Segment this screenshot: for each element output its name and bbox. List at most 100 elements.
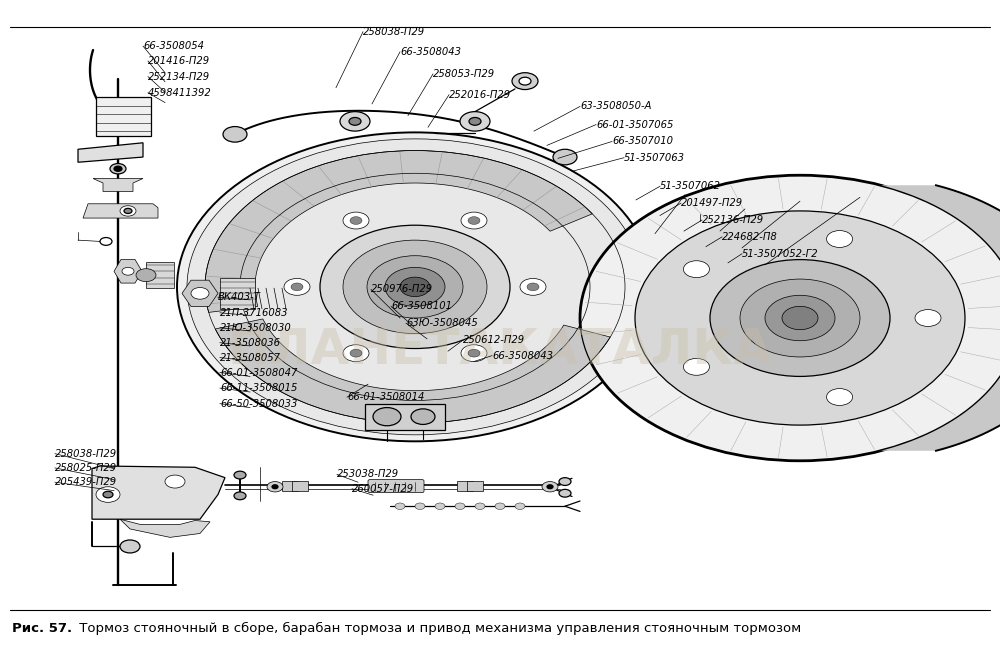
Circle shape [542, 482, 558, 492]
Circle shape [136, 269, 156, 282]
Text: 258038-П29: 258038-П29 [55, 448, 117, 459]
Circle shape [411, 409, 435, 424]
Circle shape [683, 358, 709, 375]
Circle shape [765, 295, 835, 341]
Circle shape [635, 211, 965, 425]
Circle shape [120, 206, 136, 216]
Circle shape [343, 345, 369, 361]
Circle shape [468, 349, 480, 357]
Polygon shape [83, 204, 158, 218]
Circle shape [223, 127, 247, 142]
Circle shape [350, 349, 362, 357]
Circle shape [520, 278, 546, 295]
Circle shape [827, 230, 853, 247]
Circle shape [385, 267, 445, 306]
Text: 66-01-3507065: 66-01-3507065 [596, 119, 673, 130]
Circle shape [461, 345, 487, 361]
Circle shape [435, 503, 445, 509]
Circle shape [267, 482, 283, 492]
Circle shape [165, 475, 185, 488]
FancyBboxPatch shape [96, 97, 151, 136]
Circle shape [110, 164, 126, 174]
Circle shape [740, 279, 860, 357]
Text: 253038-П29: 253038-П29 [337, 469, 399, 480]
Text: 250976-П29: 250976-П29 [371, 284, 433, 295]
Polygon shape [93, 178, 143, 191]
Circle shape [559, 489, 571, 497]
Circle shape [527, 283, 539, 291]
Circle shape [495, 503, 505, 509]
Circle shape [234, 492, 246, 500]
Text: 66-3507010: 66-3507010 [612, 136, 673, 147]
Circle shape [683, 261, 709, 278]
Circle shape [100, 238, 112, 245]
Text: 66-11-3508015: 66-11-3508015 [220, 383, 297, 393]
Text: 21П-3716083: 21П-3716083 [220, 308, 288, 318]
FancyBboxPatch shape [368, 480, 424, 493]
Circle shape [234, 471, 246, 479]
Text: 260057-П29: 260057-П29 [352, 484, 414, 494]
Text: 66-50-3508033: 66-50-3508033 [220, 398, 297, 409]
Text: 21-3508036: 21-3508036 [220, 337, 281, 348]
Circle shape [120, 540, 140, 553]
Polygon shape [120, 519, 210, 537]
Circle shape [350, 217, 362, 225]
Circle shape [340, 112, 370, 131]
Circle shape [124, 208, 132, 214]
Circle shape [96, 487, 120, 502]
Text: 21Ю-3508030: 21Ю-3508030 [220, 323, 292, 333]
Text: 66-3508054: 66-3508054 [143, 41, 204, 51]
FancyBboxPatch shape [146, 262, 174, 288]
Text: ВК403-Т: ВК403-Т [218, 292, 261, 302]
Text: 224682-П8: 224682-П8 [722, 232, 778, 242]
FancyBboxPatch shape [457, 481, 473, 491]
Text: 252134-П29: 252134-П29 [148, 71, 210, 82]
Text: 66-3508101: 66-3508101 [391, 301, 452, 312]
Circle shape [114, 166, 122, 171]
Polygon shape [215, 319, 610, 423]
Circle shape [580, 175, 1000, 461]
Circle shape [475, 503, 485, 509]
Circle shape [103, 491, 113, 498]
Text: 201416-П29: 201416-П29 [148, 56, 210, 66]
Text: 66-3508043: 66-3508043 [400, 47, 461, 57]
Circle shape [284, 278, 310, 295]
Circle shape [400, 277, 430, 297]
Circle shape [177, 132, 653, 441]
Circle shape [455, 503, 465, 509]
Text: 63-3508050-А: 63-3508050-А [580, 101, 652, 112]
Polygon shape [78, 143, 143, 162]
Circle shape [415, 503, 425, 509]
Text: 21-3508057: 21-3508057 [220, 352, 281, 363]
Polygon shape [92, 466, 225, 519]
Circle shape [320, 225, 510, 349]
Circle shape [512, 73, 538, 90]
Circle shape [395, 503, 405, 509]
Text: 205439-П29: 205439-П29 [55, 477, 117, 487]
Text: ПЛАНЕТАКАТАЛКА: ПЛАНЕТАКАТАЛКА [228, 326, 772, 374]
Text: Тормоз стояночный в сборе, барабан тормоза и привод механизма управления стояноч: Тормоз стояночный в сборе, барабан тормо… [75, 622, 801, 635]
Circle shape [468, 217, 480, 225]
Text: 258038-П29: 258038-П29 [363, 27, 425, 37]
Circle shape [710, 260, 890, 376]
Text: 63Ю-3508045: 63Ю-3508045 [406, 318, 478, 328]
Circle shape [187, 139, 643, 435]
Text: 258053-П29: 258053-П29 [433, 69, 495, 79]
Circle shape [343, 240, 487, 334]
Circle shape [349, 117, 361, 125]
Text: Рис. 57.: Рис. 57. [12, 622, 72, 635]
Circle shape [291, 283, 303, 291]
Circle shape [373, 408, 401, 426]
Circle shape [547, 485, 553, 489]
Text: 258025-П29: 258025-П29 [55, 463, 117, 473]
FancyBboxPatch shape [292, 481, 308, 491]
Circle shape [191, 288, 209, 299]
Circle shape [915, 310, 941, 326]
Text: 66-01-3508047: 66-01-3508047 [220, 367, 297, 378]
Text: 51-3507062: 51-3507062 [660, 181, 721, 191]
Polygon shape [182, 280, 218, 306]
Text: 51-3507052-Г2: 51-3507052-Г2 [742, 249, 819, 259]
Text: 250612-П29: 250612-П29 [463, 335, 525, 345]
FancyBboxPatch shape [467, 481, 483, 491]
Circle shape [553, 149, 577, 165]
